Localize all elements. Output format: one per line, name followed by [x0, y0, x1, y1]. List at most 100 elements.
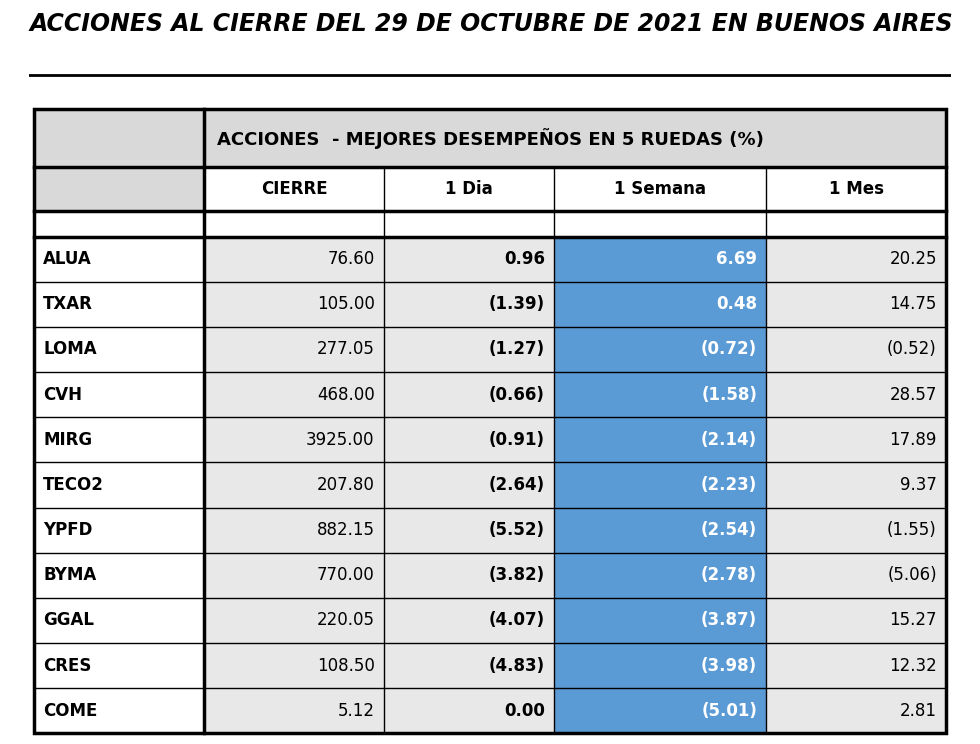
Bar [34, 643, 204, 688]
Bar [554, 327, 766, 372]
Bar [554, 282, 766, 327]
Text: (1.27): (1.27) [489, 341, 545, 359]
Text: YPFD: YPFD [43, 521, 92, 539]
Bar [204, 282, 384, 327]
Text: (5.01): (5.01) [701, 702, 758, 719]
Text: 0.48: 0.48 [716, 295, 758, 313]
Bar [384, 237, 554, 282]
Bar [384, 327, 554, 372]
Bar [204, 417, 384, 462]
Text: 105.00: 105.00 [317, 295, 374, 313]
Text: (0.52): (0.52) [887, 341, 937, 359]
Bar [204, 237, 384, 282]
Text: (5.06): (5.06) [887, 566, 937, 584]
Bar [384, 282, 554, 327]
Text: (2.14): (2.14) [701, 431, 758, 449]
Text: 1 Dia: 1 Dia [445, 180, 493, 198]
Text: (1.58): (1.58) [701, 385, 758, 403]
Bar [554, 553, 766, 598]
Bar [204, 688, 384, 734]
Bar [766, 237, 946, 282]
Text: 17.89: 17.89 [890, 431, 937, 449]
Text: MIRG: MIRG [43, 431, 92, 449]
Text: 770.00: 770.00 [317, 566, 374, 584]
Bar [554, 598, 766, 643]
Bar [34, 211, 204, 237]
Bar [766, 688, 946, 734]
Text: (2.78): (2.78) [701, 566, 758, 584]
Bar [34, 237, 204, 282]
Bar [766, 211, 946, 237]
Text: 3925.00: 3925.00 [306, 431, 374, 449]
Text: 1 Semana: 1 Semana [614, 180, 707, 198]
Text: (5.52): (5.52) [489, 521, 545, 539]
Bar [554, 417, 766, 462]
Text: (4.07): (4.07) [489, 612, 545, 629]
Text: CRES: CRES [43, 657, 91, 675]
Bar [34, 598, 204, 643]
Bar [384, 643, 554, 688]
Text: (2.23): (2.23) [701, 476, 758, 494]
Bar [554, 237, 766, 282]
Bar [766, 372, 946, 417]
Bar [554, 507, 766, 553]
Text: 1 Mes: 1 Mes [829, 180, 884, 198]
Text: 14.75: 14.75 [890, 295, 937, 313]
Text: 0.96: 0.96 [504, 250, 545, 268]
Bar [384, 417, 554, 462]
Text: ALUA: ALUA [43, 250, 92, 268]
Text: ACCIONES AL CIERRE DEL 29 DE OCTUBRE DE 2021 EN BUENOS AIRES: ACCIONES AL CIERRE DEL 29 DE OCTUBRE DE … [29, 12, 953, 36]
Bar [204, 643, 384, 688]
Bar [384, 507, 554, 553]
Text: 28.57: 28.57 [890, 385, 937, 403]
Bar [384, 211, 554, 237]
Bar [766, 327, 946, 372]
Text: (0.72): (0.72) [701, 341, 758, 359]
Text: 0.00: 0.00 [504, 702, 545, 719]
Bar [766, 507, 946, 553]
Text: 5.12: 5.12 [338, 702, 374, 719]
Bar [34, 282, 204, 327]
Bar [766, 462, 946, 507]
Text: 468.00: 468.00 [317, 385, 374, 403]
Text: GGAL: GGAL [43, 612, 94, 629]
Text: COME: COME [43, 702, 98, 719]
Text: (2.54): (2.54) [701, 521, 758, 539]
Bar [766, 643, 946, 688]
Text: 6.69: 6.69 [716, 250, 758, 268]
Bar [204, 507, 384, 553]
Bar [34, 327, 204, 372]
Text: TXAR: TXAR [43, 295, 93, 313]
Text: 20.25: 20.25 [889, 250, 937, 268]
Text: 76.60: 76.60 [327, 250, 374, 268]
Text: (0.91): (0.91) [489, 431, 545, 449]
Bar [766, 167, 946, 211]
Text: ACCIONES  - MEJORES DESEMPEÑOS EN 5 RUEDAS (%): ACCIONES - MEJORES DESEMPEÑOS EN 5 RUEDA… [217, 127, 763, 149]
Text: CIERRE: CIERRE [261, 180, 327, 198]
Text: 277.05: 277.05 [317, 341, 374, 359]
Text: 15.27: 15.27 [889, 612, 937, 629]
Text: (3.98): (3.98) [701, 657, 758, 675]
Text: 9.37: 9.37 [900, 476, 937, 494]
Text: (3.82): (3.82) [489, 566, 545, 584]
Text: 882.15: 882.15 [317, 521, 374, 539]
Bar [34, 417, 204, 462]
Bar [384, 462, 554, 507]
Bar [204, 462, 384, 507]
Bar [34, 372, 204, 417]
Bar [554, 372, 766, 417]
Text: (1.39): (1.39) [489, 295, 545, 313]
Bar [766, 553, 946, 598]
Bar [384, 553, 554, 598]
Text: 12.32: 12.32 [889, 657, 937, 675]
Text: (3.87): (3.87) [701, 612, 758, 629]
Bar [554, 211, 766, 237]
Text: LOMA: LOMA [43, 341, 97, 359]
Bar [204, 553, 384, 598]
Text: 207.80: 207.80 [317, 476, 374, 494]
Bar [554, 643, 766, 688]
Text: (4.83): (4.83) [489, 657, 545, 675]
Text: 2.81: 2.81 [900, 702, 937, 719]
Bar [204, 211, 384, 237]
Bar [554, 167, 766, 211]
